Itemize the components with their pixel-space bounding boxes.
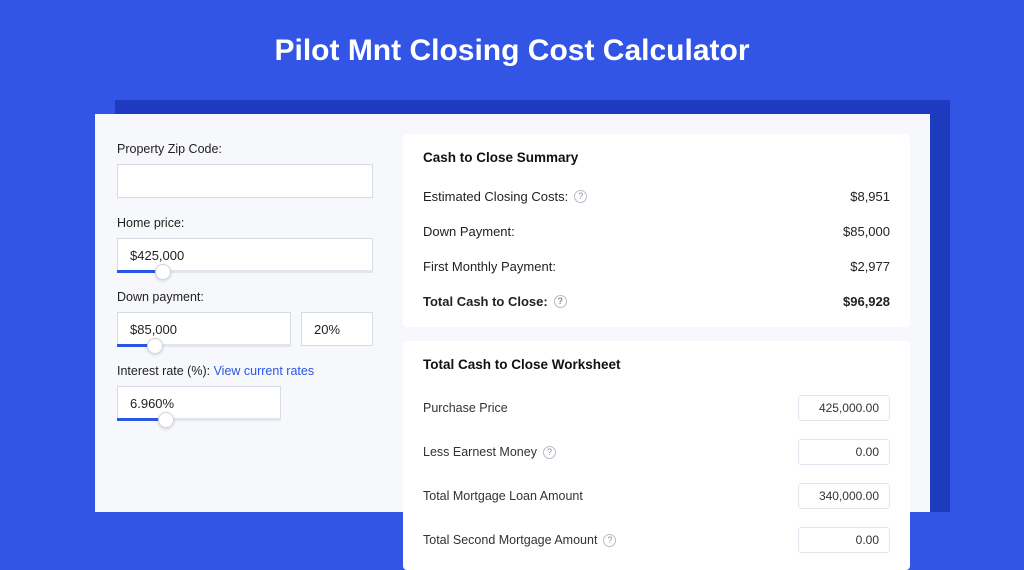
- summary-row-value: $8,951: [850, 189, 890, 204]
- worksheet-row-label: Less Earnest Money: [423, 445, 537, 459]
- slider-thumb[interactable]: [147, 338, 163, 354]
- summary-row-label: Down Payment:: [423, 224, 515, 239]
- home-price-label: Home price:: [117, 216, 373, 230]
- summary-row-value: $96,928: [843, 294, 890, 309]
- zip-input[interactable]: [117, 164, 373, 198]
- summary-title: Cash to Close Summary: [423, 150, 890, 165]
- results-column: Cash to Close Summary Estimated Closing …: [395, 114, 930, 512]
- worksheet-row: Total Second Mortgage Amount ? 0.00: [423, 518, 890, 562]
- worksheet-panel: Total Cash to Close Worksheet Purchase P…: [403, 341, 910, 570]
- worksheet-row-label: Purchase Price: [423, 401, 508, 415]
- summary-row: Estimated Closing Costs: ? $8,951: [423, 179, 890, 214]
- down-payment-field: Down payment:: [117, 290, 373, 346]
- slider-thumb[interactable]: [158, 412, 174, 428]
- worksheet-row-value[interactable]: 425,000.00: [798, 395, 890, 421]
- help-icon[interactable]: ?: [574, 190, 587, 203]
- view-rates-link[interactable]: View current rates: [214, 364, 315, 378]
- summary-row-value: $85,000: [843, 224, 890, 239]
- down-payment-label: Down payment:: [117, 290, 373, 304]
- help-icon[interactable]: ?: [543, 446, 556, 459]
- worksheet-row-value[interactable]: 0.00: [798, 439, 890, 465]
- interest-rate-input[interactable]: [117, 386, 281, 420]
- down-payment-slider[interactable]: [117, 312, 291, 346]
- interest-rate-label: Interest rate (%): View current rates: [117, 364, 373, 378]
- down-payment-pct-input[interactable]: [301, 312, 373, 346]
- worksheet-row: Total Mortgage Loan Amount 340,000.00: [423, 474, 890, 518]
- summary-row-label: First Monthly Payment:: [423, 259, 556, 274]
- worksheet-row-value[interactable]: 0.00: [798, 527, 890, 553]
- summary-row-value: $2,977: [850, 259, 890, 274]
- inputs-column: Property Zip Code: Home price: Down paym…: [95, 114, 395, 512]
- zip-field: Property Zip Code:: [117, 142, 373, 198]
- zip-label: Property Zip Code:: [117, 142, 373, 156]
- page-title: Pilot Mnt Closing Cost Calculator: [0, 0, 1024, 88]
- home-price-field: Home price:: [117, 216, 373, 272]
- summary-row-label: Estimated Closing Costs:: [423, 189, 568, 204]
- summary-row-total: Total Cash to Close: ? $96,928: [423, 284, 890, 319]
- worksheet-title: Total Cash to Close Worksheet: [423, 357, 890, 372]
- down-payment-input[interactable]: [117, 312, 291, 346]
- worksheet-row: Less Earnest Money ? 0.00: [423, 430, 890, 474]
- interest-rate-label-text: Interest rate (%):: [117, 364, 214, 378]
- calculator-card: Property Zip Code: Home price: Down paym…: [95, 114, 930, 512]
- worksheet-row: Purchase Price 425,000.00: [423, 386, 890, 430]
- home-price-slider[interactable]: [117, 238, 373, 272]
- slider-thumb[interactable]: [155, 264, 171, 280]
- interest-rate-field: Interest rate (%): View current rates: [117, 364, 373, 420]
- help-icon[interactable]: ?: [554, 295, 567, 308]
- help-icon[interactable]: ?: [603, 534, 616, 547]
- worksheet-row-label: Total Mortgage Loan Amount: [423, 489, 583, 503]
- summary-panel: Cash to Close Summary Estimated Closing …: [403, 134, 910, 327]
- interest-rate-slider[interactable]: [117, 386, 281, 420]
- worksheet-row-label: Total Second Mortgage Amount: [423, 533, 597, 547]
- summary-row: First Monthly Payment: $2,977: [423, 249, 890, 284]
- summary-row: Down Payment: $85,000: [423, 214, 890, 249]
- worksheet-row-value[interactable]: 340,000.00: [798, 483, 890, 509]
- summary-row-label: Total Cash to Close:: [423, 294, 548, 309]
